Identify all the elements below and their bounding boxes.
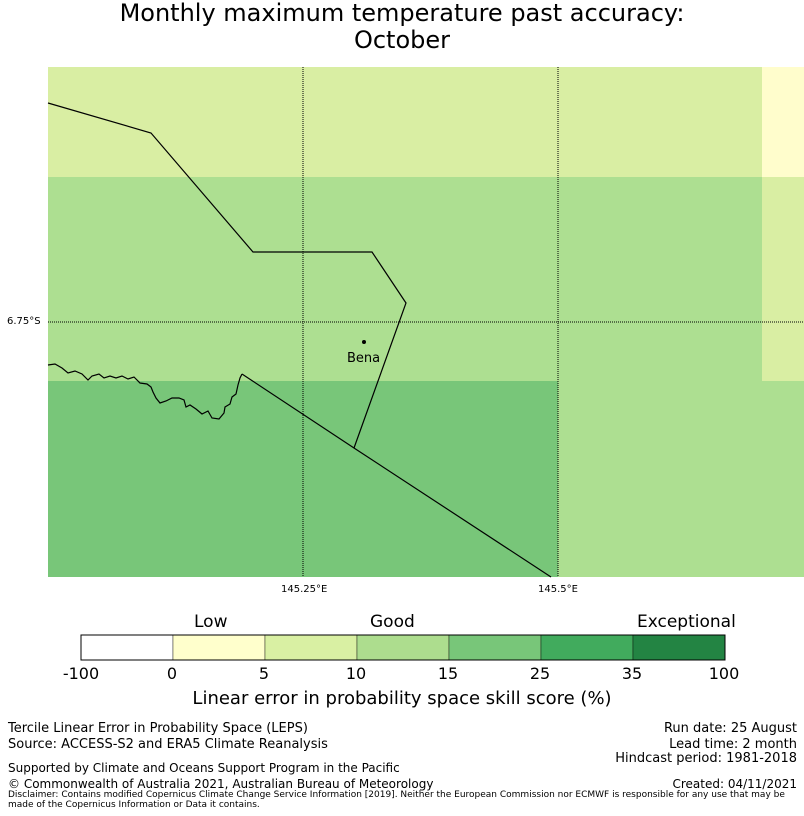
- province-boundary: [47, 102, 407, 449]
- chart-title-line-1: Monthly maximum temperature past accurac…: [119, 0, 685, 27]
- colorbar-tick: 25: [529, 664, 551, 683]
- colorbar-tick: 10: [345, 664, 367, 683]
- created-text: Created: 04/11/2021: [672, 777, 797, 791]
- colorbar-bin: [80, 634, 174, 661]
- map-cell: [48, 177, 762, 381]
- colorbar-bin: [356, 634, 450, 661]
- longitude-label: 145.5°E: [538, 584, 578, 595]
- colorbar-bin: [172, 634, 266, 661]
- map-cell: [48, 67, 762, 177]
- hindcast-text: Hindcast period: 1981-2018: [615, 751, 797, 766]
- colorbar-bin: [448, 634, 542, 661]
- source-text: Source: ACCESS-S2 and ERA5 Climate Reana…: [8, 737, 328, 752]
- colorbar-tick: -100: [62, 664, 100, 683]
- skill-map: [47, 67, 804, 578]
- colorbar-bin: [632, 634, 726, 661]
- colorbar-label: Linear error in probability space skill …: [192, 688, 612, 709]
- disclaimer-text: Disclaimer: Contains modified Copernicus…: [8, 790, 785, 810]
- colorbar-frame: [80, 634, 726, 661]
- town-marker: [362, 340, 366, 344]
- map-cell: [762, 67, 804, 177]
- colorbar-tick: 0: [166, 664, 178, 683]
- latitude-label: 6.75°S: [7, 316, 41, 327]
- colorbar-category-good: Good: [370, 612, 415, 632]
- colorbar-tick: 100: [708, 664, 740, 683]
- colorbar-category-exceptional: Exceptional: [637, 612, 736, 632]
- place-label: Bena: [347, 351, 381, 366]
- lead-time-text: Lead time: 2 month: [669, 737, 797, 752]
- colorbar-tick: 35: [621, 664, 643, 683]
- longitude-label: 145.25°E: [281, 584, 328, 595]
- coastline: [47, 363, 243, 420]
- map-cell: [762, 177, 804, 381]
- colorbar-tick: 5: [258, 664, 270, 683]
- colorbar-tick: 15: [437, 664, 459, 683]
- copyright-text: © Commonwealth of Australia 2021, Austra…: [8, 777, 434, 791]
- method-text: Tercile Linear Error in Probability Spac…: [8, 721, 308, 736]
- colorbar-bin: [540, 634, 634, 661]
- support-text: Supported by Climate and Oceans Support …: [8, 761, 400, 775]
- colorbar: [80, 634, 726, 661]
- run-date-text: Run date: 25 August: [663, 721, 797, 736]
- province-boundary: [241, 373, 552, 578]
- colorbar-category-low: Low: [194, 612, 228, 632]
- colorbar-bin: [264, 634, 358, 661]
- chart-title-line-2: October: [353, 26, 451, 54]
- map-cell: [558, 381, 804, 577]
